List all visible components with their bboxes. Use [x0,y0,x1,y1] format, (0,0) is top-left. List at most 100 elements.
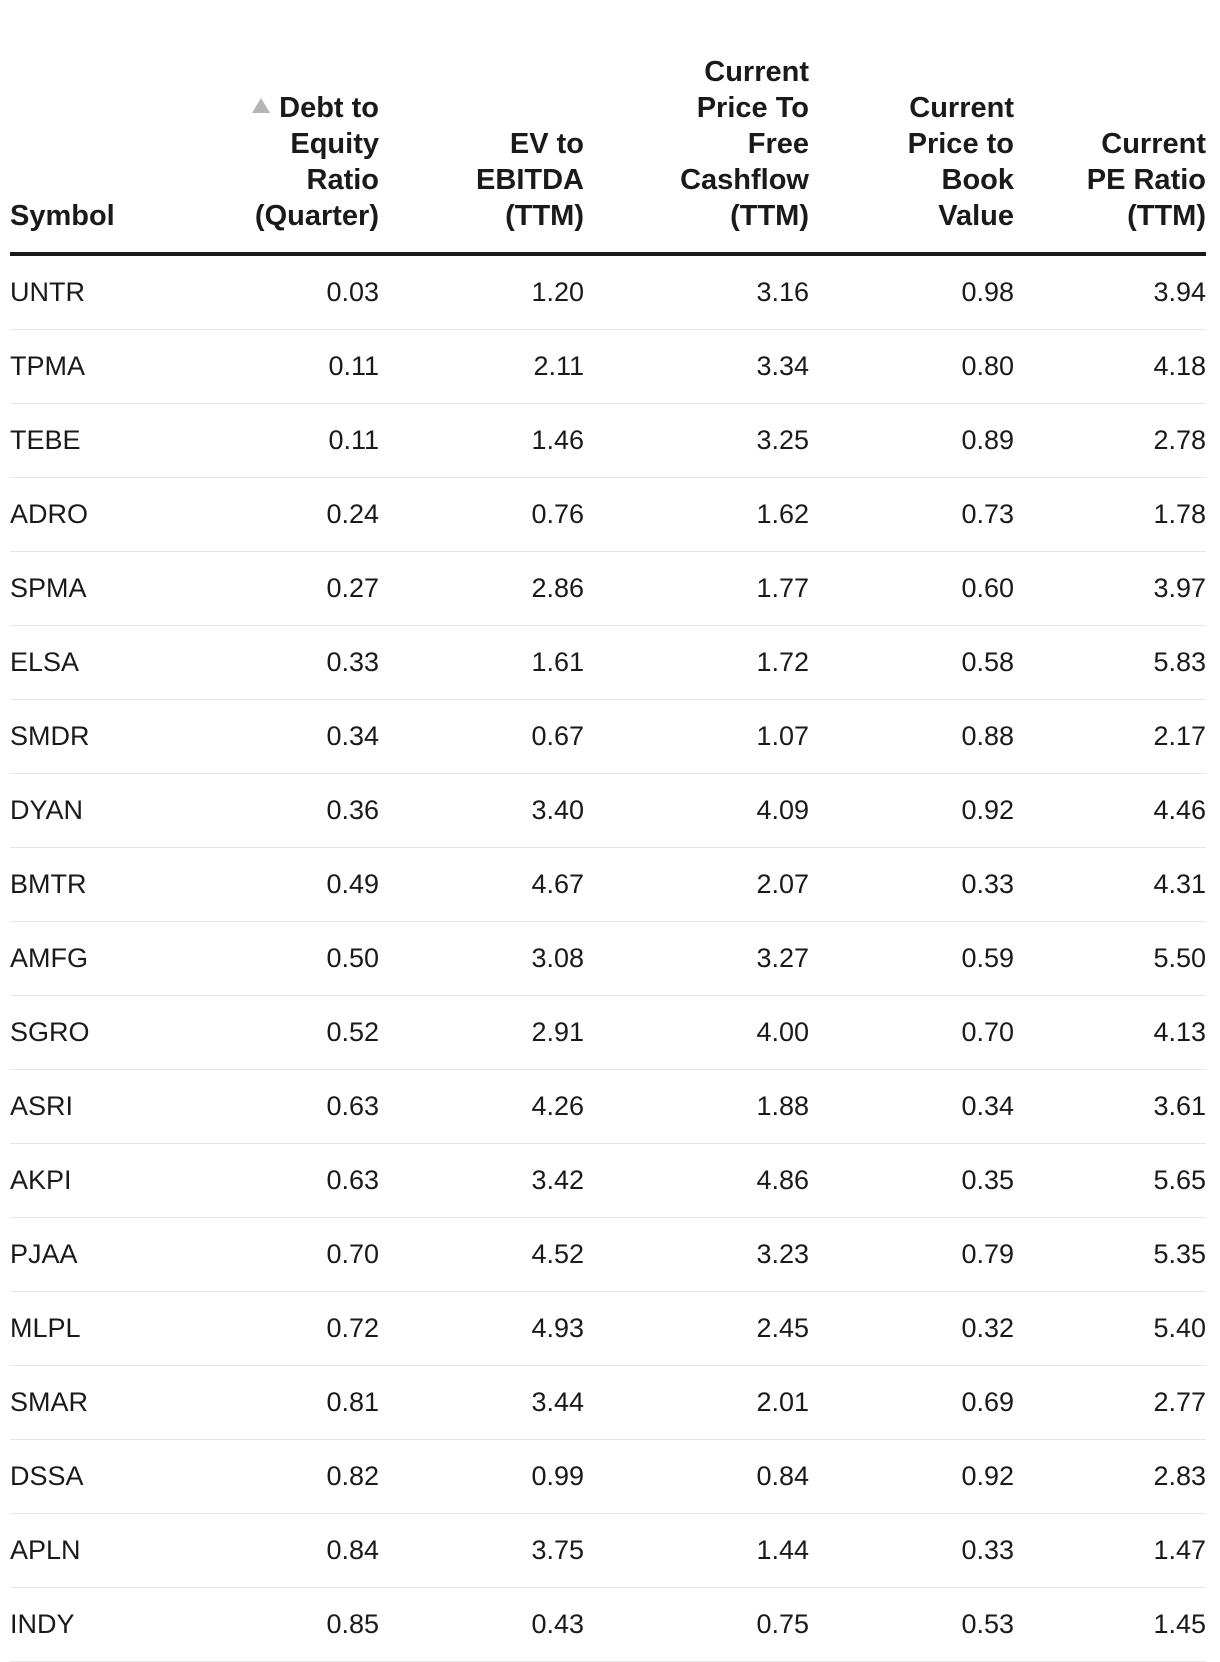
cell-debt-to-equity: 0.70 [202,1217,379,1292]
header-pe-ratio[interactable]: Current PE Ratio (TTM) [1014,0,1206,256]
header-ev-to-ebitda-line-1: EV to [509,128,584,160]
cell-price-to-fcf: 1.72 [584,625,809,700]
cell-symbol: AKPI [10,1143,202,1218]
header-pe-ratio-line-3: (TTM) [1127,200,1206,232]
cell-price-to-fcf: 3.16 [584,254,809,330]
cell-price-to-fcf: 0.75 [584,1587,809,1662]
cell-debt-to-equity: 0.63 [202,1143,379,1218]
header-debt-to-equity-line-4: (Quarter) [254,200,379,232]
cell-symbol: APLN [10,1513,202,1588]
cell-debt-to-equity: 0.85 [202,1587,379,1662]
cell-pe-ratio: 5.83 [1014,625,1206,700]
cell-price-to-book: 0.60 [809,551,1014,626]
table-row: SMAR 0.81 3.44 2.01 0.69 2.77 [10,1365,1206,1440]
table-row: PJAA 0.70 4.52 3.23 0.79 5.35 [10,1217,1206,1292]
cell-symbol: ELSA [10,625,202,700]
cell-price-to-fcf: 1.44 [584,1513,809,1588]
cell-price-to-book: 0.58 [809,625,1014,700]
cell-debt-to-equity: 0.03 [202,254,379,330]
header-symbol[interactable]: Symbol [10,0,202,256]
cell-symbol: ASRI [10,1069,202,1144]
cell-symbol: TEBE [10,403,202,478]
header-price-to-book-line-2: Price to [907,128,1014,160]
header-debt-to-equity[interactable]: Debt to Equity Ratio (Quarter) [202,0,380,256]
table-row: APLN 0.84 3.75 1.44 0.33 1.47 [10,1513,1206,1588]
cell-symbol: SMAR [10,1365,202,1440]
cell-price-to-book: 0.33 [809,847,1014,922]
cell-symbol: SGRO [10,995,202,1070]
header-pe-ratio-line-2: PE Ratio [1086,164,1206,196]
cell-pe-ratio: 4.13 [1014,995,1206,1070]
cell-price-to-fcf: 2.45 [584,1291,809,1366]
table-row: SPMA 0.27 2.86 1.77 0.60 3.97 [10,551,1206,626]
cell-symbol: UNTR [10,254,202,330]
sort-ascending-icon [252,98,271,113]
table-row: DYAN 0.36 3.40 4.09 0.92 4.46 [10,773,1206,848]
cell-price-to-fcf: 3.23 [584,1217,809,1292]
cell-ev-to-ebitda: 3.75 [379,1513,584,1588]
cell-debt-to-equity: 0.34 [202,699,379,774]
cell-pe-ratio: 4.31 [1014,847,1206,922]
table-row: UNTR 0.03 1.20 3.16 0.98 3.94 [10,254,1206,330]
cell-ev-to-ebitda: 1.20 [379,254,584,330]
cell-price-to-fcf: 2.07 [584,847,809,922]
cell-price-to-book: 0.73 [809,477,1014,552]
table-row: INDY 0.85 0.43 0.75 0.53 1.45 [10,1587,1206,1662]
cell-price-to-book: 0.33 [809,1513,1014,1588]
cell-price-to-book: 0.59 [809,921,1014,996]
header-ev-to-ebitda-line-2: EBITDA [476,164,584,196]
cell-price-to-book: 0.92 [809,773,1014,848]
cell-debt-to-equity: 0.84 [202,1513,379,1588]
cell-price-to-book: 0.70 [809,995,1014,1070]
header-ev-to-ebitda[interactable]: EV to EBITDA (TTM) [379,0,584,256]
cell-symbol: MLPL [10,1291,202,1366]
cell-price-to-book: 0.89 [809,403,1014,478]
table-row: ELSA 0.33 1.61 1.72 0.58 5.83 [10,625,1206,700]
header-price-to-fcf[interactable]: Current Price To Free Cashflow (TTM) [584,0,809,256]
cell-pe-ratio: 1.78 [1014,477,1206,552]
cell-pe-ratio: 3.61 [1014,1069,1206,1144]
cell-price-to-book: 0.92 [809,1439,1014,1514]
cell-price-to-fcf: 1.77 [584,551,809,626]
table-row: MLPL 0.72 4.93 2.45 0.32 5.40 [10,1291,1206,1366]
cell-price-to-fcf: 0.84 [584,1439,809,1514]
cell-pe-ratio: 2.83 [1014,1439,1206,1514]
cell-debt-to-equity: 0.33 [202,625,379,700]
header-price-to-book[interactable]: Current Price to Book Value [809,0,1014,256]
cell-ev-to-ebitda: 2.86 [379,551,584,626]
cell-pe-ratio: 5.40 [1014,1291,1206,1366]
table-row: SGRO 0.52 2.91 4.00 0.70 4.13 [10,995,1206,1070]
header-price-to-book-line-1: Current [909,92,1014,124]
header-price-to-fcf-line-1: Current [704,56,809,88]
cell-pe-ratio: 1.45 [1014,1587,1206,1662]
cell-ev-to-ebitda: 4.52 [379,1217,584,1292]
cell-pe-ratio: 3.97 [1014,551,1206,626]
header-debt-to-equity-line-2: Equity [290,128,379,160]
cell-price-to-book: 0.98 [809,254,1014,330]
cell-debt-to-equity: 0.24 [202,477,379,552]
cell-pe-ratio: 4.18 [1014,329,1206,404]
table-body: UNTR 0.03 1.20 3.16 0.98 3.94 TPMA 0.11 2.11 3.3… [10,254,1206,1662]
header-debt-to-equity-line-3: Ratio [306,164,380,196]
cell-symbol: DYAN [10,773,202,848]
cell-debt-to-equity: 0.36 [202,773,379,848]
cell-price-to-book: 0.80 [809,329,1014,404]
header-price-to-fcf-line-3: Free [747,128,809,160]
table-row: AMFG 0.50 3.08 3.27 0.59 5.50 [10,921,1206,996]
cell-debt-to-equity: 0.50 [202,921,379,996]
cell-pe-ratio: 4.46 [1014,773,1206,848]
cell-pe-ratio: 2.77 [1014,1365,1206,1440]
cell-price-to-fcf: 2.01 [584,1365,809,1440]
cell-symbol: SMDR [10,699,202,774]
cell-price-to-fcf: 4.00 [584,995,809,1070]
cell-price-to-book: 0.79 [809,1217,1014,1292]
cell-ev-to-ebitda: 1.46 [379,403,584,478]
cell-price-to-book: 0.69 [809,1365,1014,1440]
cell-pe-ratio: 1.47 [1014,1513,1206,1588]
cell-symbol: ADRO [10,477,202,552]
cell-debt-to-equity: 0.49 [202,847,379,922]
table-row: DSSA 0.82 0.99 0.84 0.92 2.83 [10,1439,1206,1514]
cell-pe-ratio: 2.78 [1014,403,1206,478]
cell-symbol: INDY [10,1587,202,1662]
cell-ev-to-ebitda: 3.44 [379,1365,584,1440]
